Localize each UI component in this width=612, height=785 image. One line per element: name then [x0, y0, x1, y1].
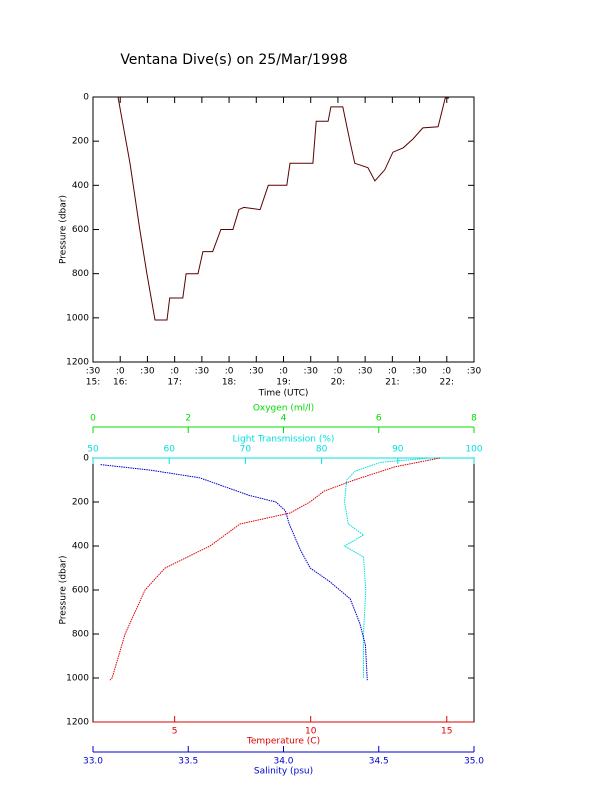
x-tick-hour: 19: [276, 378, 290, 388]
x-tick-hour: 20: [331, 378, 345, 388]
y-tick-label: 600 [72, 586, 89, 596]
x-axis-label: Time (UTC) [258, 389, 309, 399]
y-tick-label: 200 [72, 137, 89, 147]
x-tick-label: 34.5 [369, 757, 389, 767]
x-tick-label: 100 [465, 445, 482, 455]
x-tick-label: 33.5 [178, 757, 198, 767]
y-tick-label: 600 [72, 225, 89, 235]
x-tick-label: 15 [441, 727, 452, 737]
x-tick-hour: 18: [222, 378, 236, 388]
x-tick-label: 8 [471, 414, 477, 424]
chart-title: Ventana Dive(s) on 25/Mar/1998 [120, 52, 347, 68]
x-tick-label: 70 [240, 445, 252, 455]
y-tick-label: 1200 [66, 718, 89, 728]
x-tick-label: :0 [442, 367, 451, 377]
profile-line [343, 457, 430, 678]
profile-line [100, 464, 368, 681]
x-axis-label: Light Transmission (%) [233, 435, 335, 445]
x-tick-label: :30 [412, 367, 427, 377]
x-tick-label: :30 [195, 367, 210, 377]
x-tick-label: :0 [225, 367, 234, 377]
x-tick-hour: 15: [86, 378, 100, 388]
y-tick-label: 200 [72, 498, 89, 508]
x-tick-label: 33.0 [83, 757, 103, 767]
x-tick-label: 2 [185, 414, 191, 424]
x-tick-label: :30 [303, 367, 318, 377]
plot-frame [92, 457, 475, 723]
x-axis-label: Salinity (psu) [254, 767, 313, 777]
x-tick-label: 35.0 [464, 757, 484, 767]
x-tick-hour: 17: [167, 378, 181, 388]
x-tick-label: :0 [116, 367, 125, 377]
x-tick-label: :30 [249, 367, 264, 377]
x-tick-label: :30 [467, 367, 482, 377]
x-tick-label: :0 [279, 367, 288, 377]
x-tick-label: 50 [87, 445, 99, 455]
y-tick-label: 1200 [66, 358, 89, 368]
x-tick-hour: 21: [385, 378, 399, 388]
x-tick-label: :30 [86, 367, 101, 377]
y-tick-label: 1000 [66, 313, 89, 323]
x-tick-label: :30 [358, 367, 373, 377]
y-axis-label: Pressure (dbar) [59, 195, 69, 264]
x-tick-label: 0 [90, 414, 96, 424]
x-tick-label: 5 [172, 727, 178, 737]
x-axis-label: Oxygen (ml/l) [253, 404, 314, 414]
profile-line [109, 457, 441, 681]
x-tick-hour: 22: [440, 378, 454, 388]
y-axis-label: Pressure (dbar) [59, 556, 69, 625]
x-tick-label: 60 [163, 445, 175, 455]
y-tick-label: 0 [83, 93, 89, 103]
x-tick-label: 80 [316, 445, 328, 455]
x-tick-label: 4 [281, 414, 287, 424]
y-tick-label: 400 [72, 181, 89, 191]
x-tick-label: 90 [392, 445, 404, 455]
x-axis-label: Temperature (C) [246, 737, 320, 747]
plot-frame [92, 96, 475, 363]
x-tick-label: :0 [170, 367, 179, 377]
x-tick-label: 6 [376, 414, 382, 424]
x-tick-label: 10 [305, 727, 317, 737]
y-tick-label: 800 [72, 630, 89, 640]
y-tick-label: 400 [72, 542, 89, 552]
x-tick-label: :30 [140, 367, 155, 377]
y-tick-label: 1000 [66, 674, 89, 684]
x-tick-label: :0 [388, 367, 397, 377]
x-tick-label: 34.0 [273, 757, 293, 767]
trace-line [117, 96, 449, 321]
y-tick-label: 0 [83, 454, 89, 464]
x-tick-hour: 16: [113, 378, 127, 388]
y-tick-label: 800 [72, 269, 89, 279]
x-tick-label: :0 [334, 367, 343, 377]
